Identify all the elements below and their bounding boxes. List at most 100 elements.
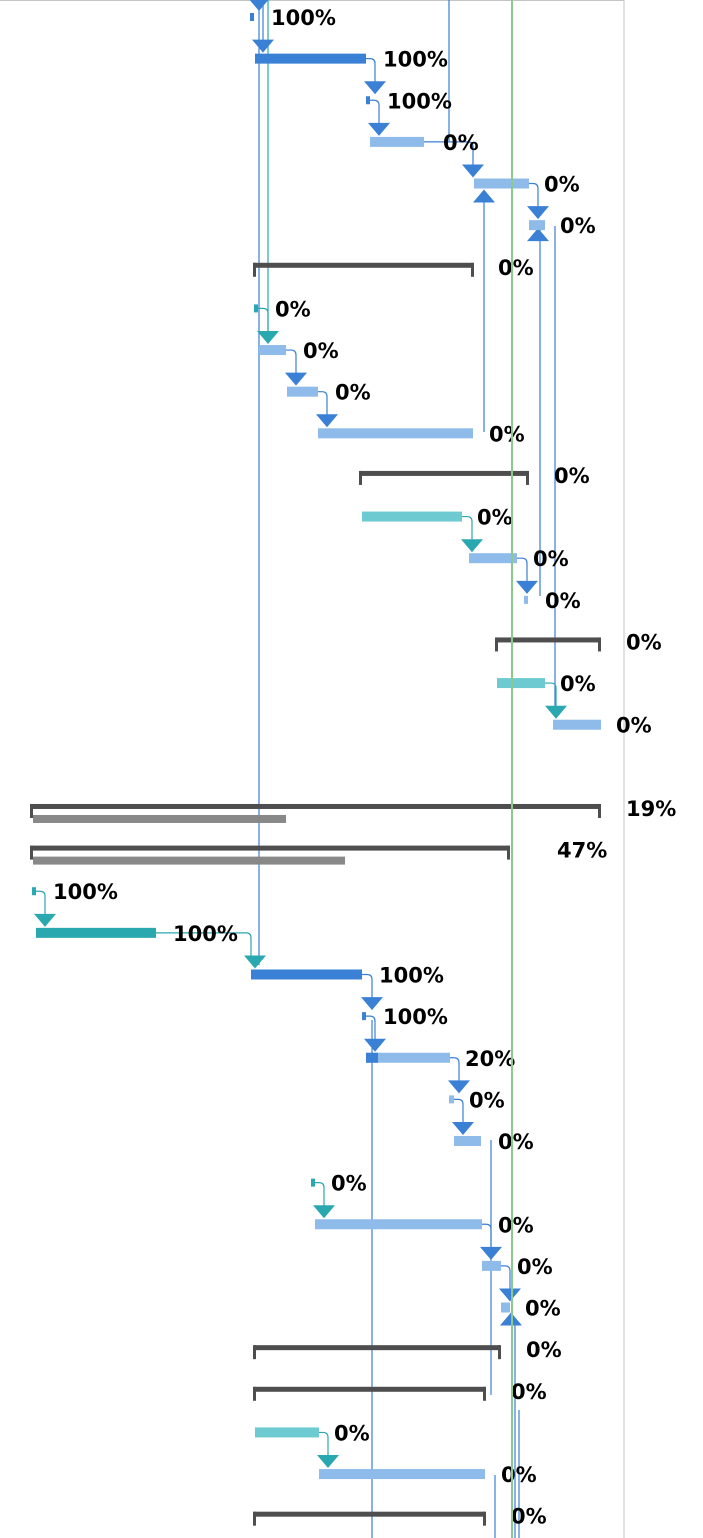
summary-bar-start-cap (30, 803, 33, 818)
summary-bar-end-cap (498, 1345, 501, 1360)
summary-bar-end-cap (598, 803, 601, 818)
summary-bar[interactable] (254, 262, 473, 268)
task-bar[interactable] (366, 1052, 450, 1063)
dependency-arrow-icon (257, 331, 279, 345)
task-bar[interactable] (454, 1136, 481, 1147)
task-bar[interactable] (318, 428, 473, 439)
milestone-marker[interactable] (366, 96, 370, 105)
percent-complete-label: 100% (383, 48, 448, 72)
task-bar[interactable] (255, 53, 366, 64)
milestone-marker[interactable] (32, 887, 36, 896)
summary-bar-end-cap (598, 637, 601, 652)
percent-complete-label: 100% (379, 963, 444, 987)
percent-complete-label: 0% (275, 297, 311, 321)
percent-complete-label: 0% (501, 1463, 537, 1487)
percent-complete-label: 0% (443, 131, 479, 155)
dependency-arrow-icon (316, 414, 338, 428)
task-bar[interactable] (370, 136, 424, 147)
summary-bar[interactable] (31, 845, 509, 851)
dependency-arrow-icon (285, 372, 307, 386)
task-bar[interactable] (255, 1427, 319, 1438)
milestone-marker[interactable] (250, 13, 254, 21)
milestone-marker[interactable] (362, 1012, 366, 1021)
percent-complete-label: 0% (533, 547, 569, 571)
percent-complete-label: 0% (511, 1505, 547, 1529)
task-bar[interactable] (529, 220, 545, 231)
task-bar[interactable] (469, 553, 517, 564)
dependency-arrow-icon (249, 0, 269, 11)
percent-complete-label: 0% (335, 381, 371, 405)
dependency-arrow-icon (527, 228, 549, 242)
summary-bar-end-cap (471, 262, 474, 277)
summary-progress-bar (33, 814, 286, 823)
dependency-arrow-icon (461, 539, 483, 553)
dependency-link-line (319, 1431, 329, 1463)
task-bar[interactable] (287, 386, 318, 397)
dependency-link-line (424, 141, 474, 172)
task-bar[interactable] (362, 511, 462, 522)
task-bar[interactable] (553, 719, 601, 730)
percent-complete-label: 100% (53, 880, 118, 904)
task-bar[interactable] (482, 1260, 501, 1271)
dependency-link-line (482, 1223, 492, 1254)
summary-bar-start-cap (253, 1386, 256, 1401)
dependency-link-line (454, 1098, 464, 1130)
dependency-link-line (318, 391, 328, 422)
dependency-link-line (517, 557, 528, 588)
milestone-marker[interactable] (449, 1095, 454, 1104)
task-bar[interactable] (251, 969, 362, 980)
percent-complete-label: 0% (526, 1338, 562, 1362)
dependency-arrow-icon (313, 1205, 335, 1219)
dependency-link-line (370, 99, 380, 130)
summary-bar[interactable] (254, 1386, 485, 1392)
percent-complete-label: 0% (616, 714, 652, 738)
percent-complete-label: 0% (489, 422, 525, 446)
milestone-marker[interactable] (254, 304, 258, 313)
dependency-arrow-icon (473, 189, 495, 203)
dependency-arrow-icon (364, 81, 386, 95)
summary-bar[interactable] (496, 637, 600, 643)
summary-bar-start-cap (253, 262, 256, 277)
dependency-link-line (529, 182, 539, 214)
task-bar[interactable] (501, 1302, 510, 1313)
summary-bar-start-cap (495, 637, 498, 652)
milestone-marker[interactable] (311, 1178, 315, 1187)
percent-complete-label: 0% (544, 173, 580, 197)
task-progress-bar (366, 1052, 378, 1063)
summary-bar[interactable] (31, 803, 600, 809)
summary-bar-end-cap (526, 470, 529, 485)
summary-bar-end-cap (483, 1511, 486, 1526)
dependency-arrow-icon (252, 39, 274, 53)
percent-complete-label: 0% (511, 1380, 547, 1404)
percent-complete-label: 0% (498, 256, 534, 280)
percent-complete-label: 0% (560, 672, 596, 696)
dependency-arrow-icon (462, 164, 484, 178)
task-bar[interactable] (474, 178, 529, 189)
percent-complete-label: 0% (498, 1213, 534, 1237)
task-bar[interactable] (36, 927, 156, 938)
percent-complete-label: 0% (469, 1088, 505, 1112)
summary-bar-start-cap (253, 1345, 256, 1360)
percent-complete-label: 0% (517, 1255, 553, 1279)
percent-complete-label: 100% (387, 89, 452, 113)
summary-bar-start-cap (253, 1511, 256, 1526)
summary-bar[interactable] (254, 1345, 500, 1351)
dependency-link-line (315, 1182, 325, 1213)
milestone-marker[interactable] (524, 595, 528, 604)
task-bar[interactable] (315, 1219, 482, 1230)
dependency-link-line (156, 932, 252, 963)
summary-bar[interactable] (360, 470, 528, 476)
task-bar[interactable] (497, 678, 545, 689)
dependency-arrow-icon (368, 122, 390, 136)
dependency-arrow-icon (244, 955, 266, 969)
percent-complete-label: 0% (331, 1172, 367, 1196)
percent-complete-label: 0% (477, 506, 513, 530)
percent-complete-label: 0% (554, 464, 590, 488)
percent-complete-label: 100% (173, 922, 238, 946)
task-bar[interactable] (319, 1469, 485, 1480)
dependency-arrow-icon (452, 1122, 474, 1136)
summary-bar[interactable] (254, 1511, 485, 1517)
task-bar[interactable] (259, 345, 286, 356)
